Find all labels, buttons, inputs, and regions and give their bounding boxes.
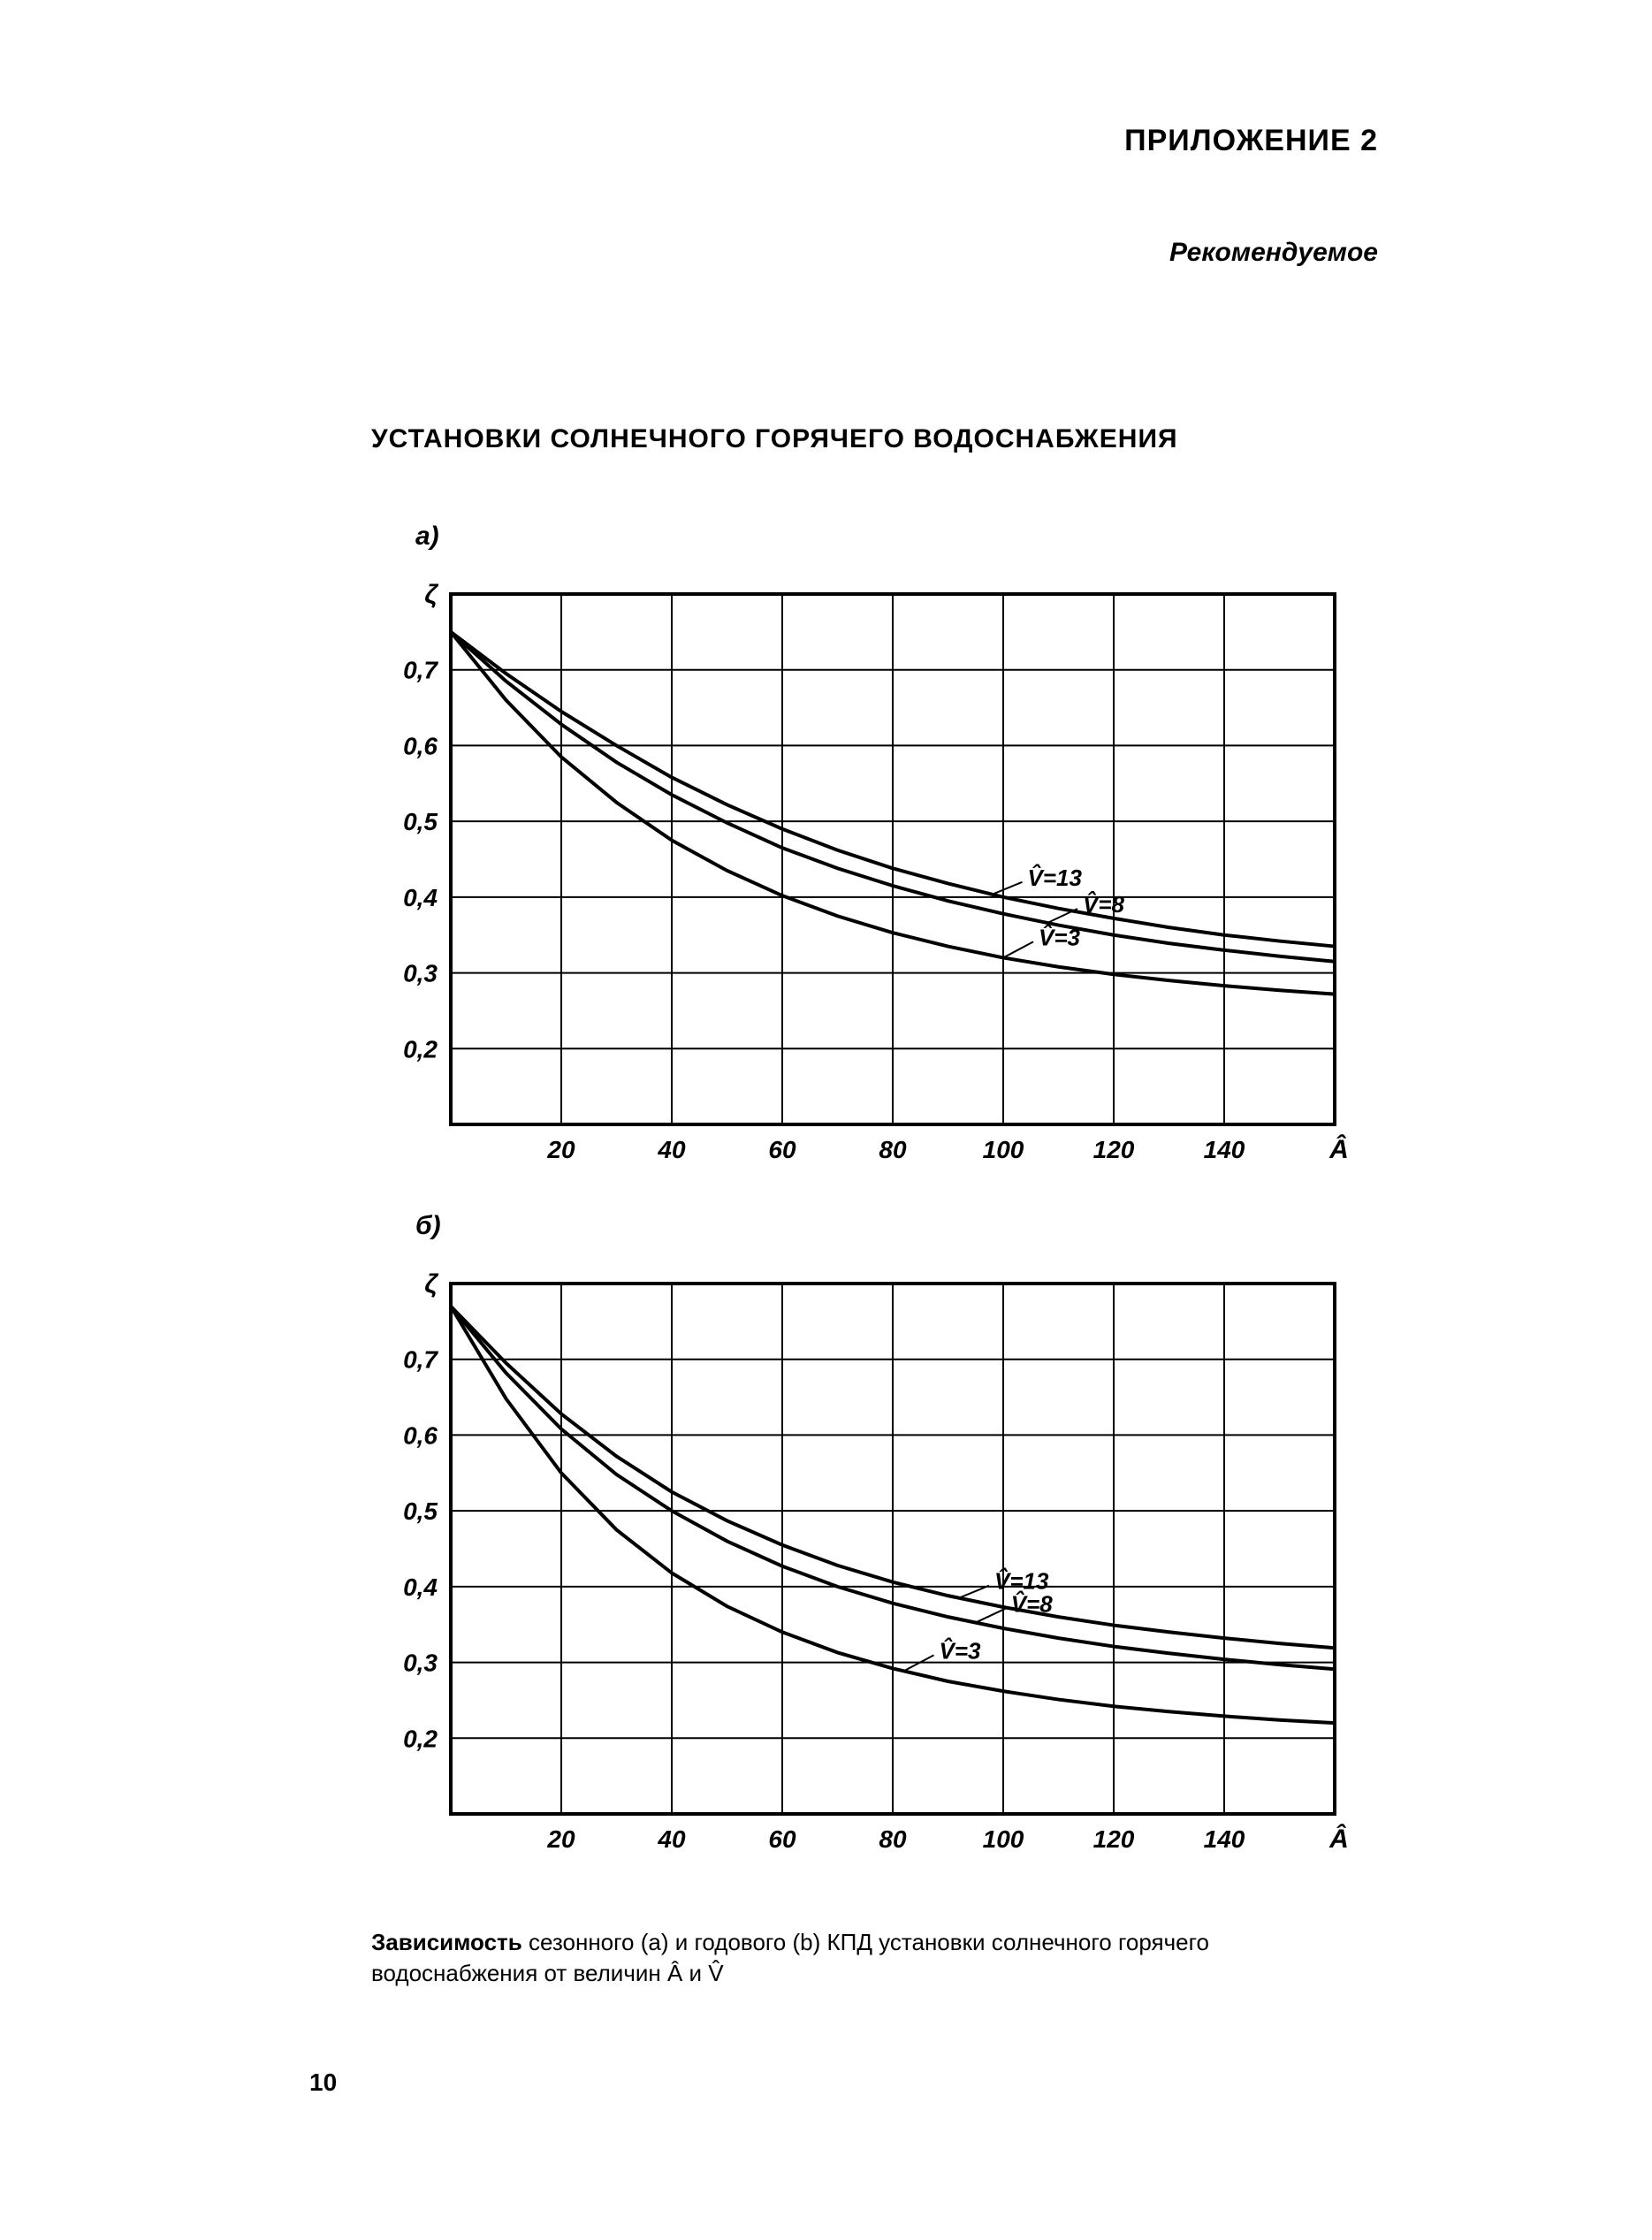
caption-lead: Зависимость (371, 1929, 522, 1955)
svg-text:0,3: 0,3 (403, 1650, 438, 1677)
svg-text:40: 40 (657, 1825, 686, 1853)
svg-text:20: 20 (546, 1136, 575, 1163)
svg-text:60: 60 (768, 1825, 796, 1853)
svg-text:0,4: 0,4 (403, 884, 438, 911)
svg-text:120: 120 (1093, 1825, 1135, 1853)
svg-text:100: 100 (983, 1136, 1024, 1163)
svg-text:V̂=3: V̂=3 (1039, 924, 1081, 951)
svg-text:0,7: 0,7 (403, 1346, 438, 1374)
svg-text:80: 80 (879, 1136, 907, 1163)
appendix-title: ПРИЛОЖЕНИЕ 2 (1124, 124, 1378, 158)
svg-text:0,2: 0,2 (403, 1725, 438, 1752)
svg-text:Â: Â (1328, 1134, 1349, 1164)
svg-text:20: 20 (546, 1825, 575, 1853)
svg-text:140: 140 (1204, 1825, 1245, 1853)
page-header: ПРИЛОЖЕНИЕ 2 Рекомендуемое (1124, 124, 1378, 268)
chart-a-sublabel: а) (415, 522, 1361, 552)
svg-text:0,3: 0,3 (403, 960, 438, 987)
svg-text:0,4: 0,4 (403, 1573, 438, 1601)
svg-text:0,2: 0,2 (403, 1035, 438, 1063)
svg-text:0,6: 0,6 (403, 1421, 438, 1449)
section-title: УСТАНОВКИ СОЛНЕЧНОГО ГОРЯЧЕГО ВОДОСНАБЖЕ… (371, 424, 1178, 454)
svg-text:80: 80 (879, 1825, 907, 1853)
figure-caption: Зависимость сезонного (а) и годового (b)… (371, 1927, 1344, 1989)
svg-text:140: 140 (1204, 1136, 1245, 1163)
chart-a-container: а) 0,2 0,3 0,4 0,5 0,6 0,7 ζ 20 40 60 80 100 120 140 Â… (371, 522, 1361, 1195)
chart-b: 0,2 0,3 0,4 0,5 0,6 0,7 ζ 20 40 60 80 100 120 140 Â V̂=… (371, 1248, 1361, 1885)
svg-text:0,7: 0,7 (403, 657, 438, 684)
svg-text:V̂=3: V̂=3 (940, 1637, 982, 1665)
svg-text:60: 60 (768, 1136, 796, 1163)
page: ПРИЛОЖЕНИЕ 2 Рекомендуемое УСТАНОВКИ СОЛ… (0, 0, 1652, 2240)
svg-text:V̂=8: V̂=8 (1011, 1590, 1054, 1618)
svg-text:0,5: 0,5 (403, 808, 438, 835)
page-number: 10 (309, 2069, 337, 2097)
svg-text:0,6: 0,6 (403, 732, 438, 759)
svg-text:ζ: ζ (424, 1269, 438, 1299)
recommended-label: Рекомендуемое (1124, 238, 1378, 268)
svg-text:Â: Â (1328, 1824, 1349, 1854)
chart-a: 0,2 0,3 0,4 0,5 0,6 0,7 ζ 20 40 60 80 100 120 140 Â V̂=… (371, 559, 1361, 1195)
svg-text:120: 120 (1093, 1136, 1135, 1163)
svg-text:40: 40 (657, 1136, 686, 1163)
chart-b-sublabel: б) (415, 1211, 1361, 1241)
svg-text:100: 100 (983, 1825, 1024, 1853)
svg-text:V̂=8: V̂=8 (1083, 890, 1125, 918)
svg-text:ζ: ζ (424, 580, 438, 609)
svg-text:V̂=13: V̂=13 (1028, 864, 1083, 891)
chart-b-container: б) 0,2 0,3 0,4 0,5 0,6 0,7 ζ 20 40 60 80 100 120 140 Â… (371, 1211, 1361, 1885)
svg-text:0,5: 0,5 (403, 1497, 438, 1525)
